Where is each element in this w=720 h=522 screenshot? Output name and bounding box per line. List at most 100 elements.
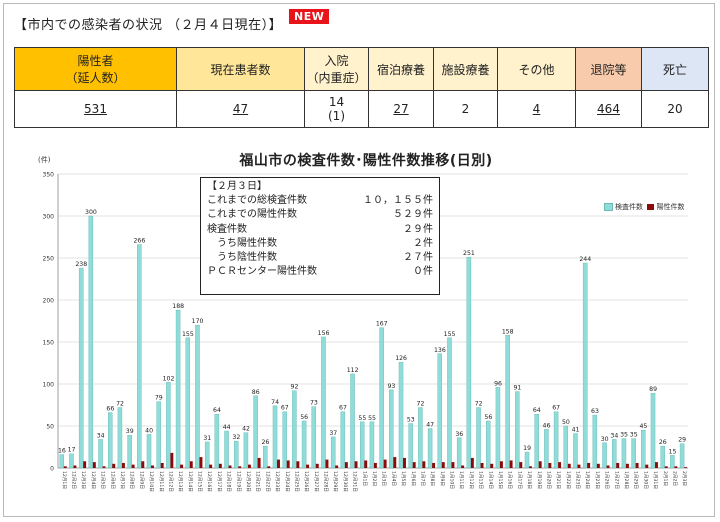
bar-positive <box>286 460 290 468</box>
bar-positive <box>151 465 154 468</box>
y-tick-label: 200 <box>43 298 55 305</box>
bar-tests <box>369 421 375 469</box>
bar-tests <box>214 414 220 469</box>
data-label-tests: 72 <box>116 401 124 408</box>
bar-tests <box>321 336 326 469</box>
bar-positive <box>209 464 213 468</box>
x-tick-label: 2月3日 <box>681 471 687 486</box>
bar-tests <box>592 414 598 469</box>
x-tick-label: 12月17日 <box>216 471 222 492</box>
bar-positive <box>655 462 658 468</box>
bar-positive <box>344 462 348 468</box>
bar-positive <box>364 460 368 468</box>
data-label-tests: 63 <box>591 408 599 415</box>
current-value[interactable]: 47 <box>176 90 305 128</box>
bar-tests <box>340 411 346 469</box>
bar-tests <box>330 436 336 469</box>
bar-tests <box>602 442 607 469</box>
bar-positive <box>73 465 77 468</box>
bar-positive <box>131 464 135 468</box>
data-label-tests: 92 <box>291 384 299 391</box>
bar-positive <box>490 463 494 468</box>
x-tick-label: 12月19日 <box>235 471 241 492</box>
x-tick-label: 12月20日 <box>245 471 251 492</box>
bar-tests <box>156 401 161 469</box>
bar-positive <box>180 464 184 468</box>
bar-positive <box>296 461 300 468</box>
bar-positive <box>461 465 465 468</box>
discharged-value[interactable]: 464 <box>575 90 642 128</box>
bar-positive <box>277 459 280 468</box>
data-label-tests: 32 <box>232 434 240 441</box>
bar-positive <box>441 462 445 468</box>
bar-tests <box>437 353 443 469</box>
bar-tests <box>253 395 258 469</box>
data-label-tests: 17 <box>68 447 76 454</box>
legend-positive-label: 陽性件数 <box>656 203 685 211</box>
bar-tests <box>272 405 278 469</box>
bar-positive <box>529 466 532 468</box>
x-tick-label: 12月25日 <box>293 471 299 492</box>
info-row: うち陰性件数 ２７件 <box>207 252 433 264</box>
data-label-tests: 96 <box>494 380 502 387</box>
bar-tests <box>544 429 549 469</box>
bar-tests <box>301 420 307 469</box>
facility-header: 施設療養 <box>433 47 498 91</box>
bar-positive <box>393 457 397 468</box>
bar-positive <box>141 461 145 468</box>
data-label-tests: 102 <box>163 375 175 382</box>
y-axis-unit-label: (件) <box>38 155 51 164</box>
bar-tests <box>78 267 84 469</box>
x-tick-label: 12月1日 <box>61 471 67 489</box>
data-label-tests: 93 <box>387 383 395 390</box>
x-tick-label: 1月4日 <box>390 471 396 486</box>
other-value[interactable]: 4 <box>497 90 576 128</box>
data-label-tests: 72 <box>475 401 483 408</box>
bar-tests <box>88 215 94 469</box>
x-tick-label: 1月10日 <box>449 471 455 489</box>
data-label-tests: 266 <box>134 238 146 245</box>
x-tick-label: 12月4日 <box>90 471 96 489</box>
x-tick-label: 12月30日 <box>342 471 348 492</box>
bar-tests <box>204 441 210 469</box>
bar-positive <box>306 464 310 468</box>
x-tick-label: 12月31日 <box>352 471 358 492</box>
data-label-tests: 300 <box>85 209 97 216</box>
bar-tests <box>234 440 239 469</box>
info-box: 【２月３日】 これまでの総検査件数 １０，１５５件 これまでの陽性件数 ５２９件 検… <box>200 177 440 295</box>
bar-tests <box>427 428 433 469</box>
bar-positive <box>383 459 387 468</box>
page-heading: 【市内での感染者の状況 （２月４日現在）】 <box>14 18 283 33</box>
x-tick-label: 1月20日 <box>545 471 551 489</box>
bar-positive <box>548 462 552 468</box>
data-label-tests: 37 <box>329 430 337 437</box>
bar-positive <box>218 463 222 468</box>
bar-positive <box>373 462 377 468</box>
data-label-tests: 35 <box>630 432 638 439</box>
bar-tests <box>524 451 530 469</box>
bar-tests <box>650 393 656 469</box>
x-tick-label: 1月18日 <box>526 471 532 489</box>
bar-positive <box>509 460 513 468</box>
bar-tests <box>350 373 355 469</box>
data-label-tests: 34 <box>97 432 105 439</box>
data-label-tests: 40 <box>145 427 153 434</box>
x-tick-label: 12月14日 <box>187 471 193 492</box>
positive-value[interactable]: 531 <box>14 90 177 128</box>
bar-tests <box>137 244 142 469</box>
bar-positive <box>635 462 639 468</box>
bar-positive <box>257 457 261 468</box>
data-label-tests: 155 <box>444 331 456 338</box>
data-label-tests: 29 <box>678 437 686 444</box>
bar-positive <box>267 466 271 468</box>
x-tick-label: 12月21日 <box>255 471 261 492</box>
bar-positive <box>451 462 455 468</box>
data-label-tests: 31 <box>203 435 211 442</box>
data-label-tests: 66 <box>106 406 114 413</box>
hotel-value[interactable]: 27 <box>368 90 434 128</box>
data-label-tests: 64 <box>213 407 221 414</box>
data-label-tests: 67 <box>339 405 347 412</box>
x-tick-label: 12月3日 <box>80 471 86 489</box>
data-label-tests: 46 <box>543 422 551 429</box>
bar-tests <box>447 337 452 469</box>
